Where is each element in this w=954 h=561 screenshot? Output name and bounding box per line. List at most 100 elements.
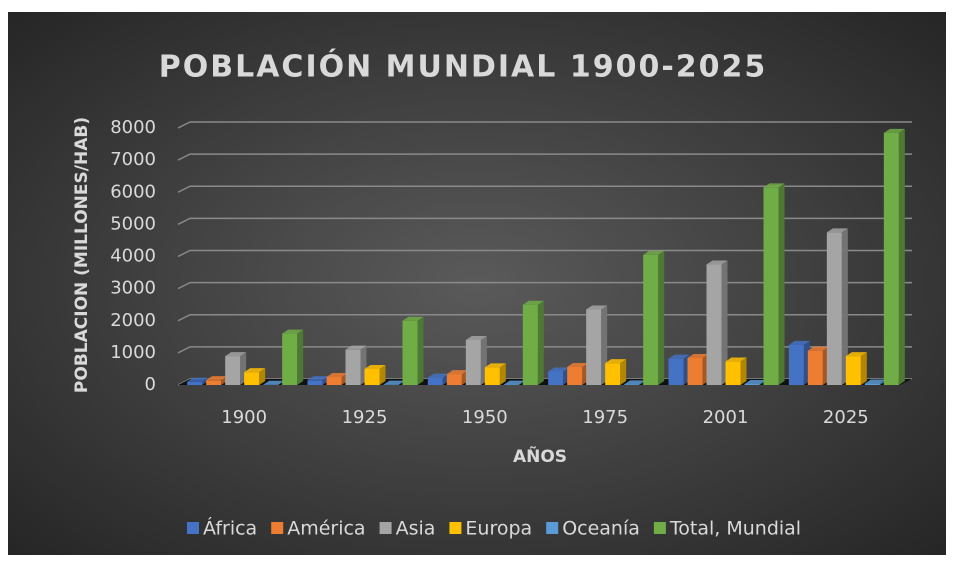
bar — [725, 361, 741, 385]
bar-top — [465, 336, 487, 341]
bar-top — [326, 372, 348, 377]
bar-top — [567, 363, 589, 368]
y-tick-label: 2000 — [110, 310, 156, 331]
x-tick-label: 1900 — [221, 407, 267, 428]
bar-top — [864, 379, 886, 384]
bar — [567, 367, 583, 385]
grid-line — [177, 121, 912, 129]
bar-top — [725, 357, 747, 362]
bar-top — [187, 377, 209, 382]
x-tick-label: 2001 — [703, 407, 749, 428]
bar-side — [658, 250, 665, 385]
legend-swatch — [379, 522, 392, 534]
bar-side — [537, 300, 544, 385]
bar-side — [499, 363, 506, 385]
bar-top — [225, 352, 247, 357]
bar — [225, 356, 241, 385]
bar — [883, 132, 899, 385]
grid-line — [177, 153, 912, 161]
legend-swatch — [653, 522, 666, 534]
bar-side — [297, 329, 304, 385]
bar — [744, 384, 760, 385]
bar-side — [898, 128, 905, 385]
bar-top — [744, 380, 766, 385]
bar — [668, 358, 684, 385]
bar-top — [788, 340, 810, 345]
bar-top — [807, 346, 829, 351]
x-tick-label: 1950 — [462, 407, 508, 428]
bar-top — [282, 329, 304, 334]
y-axis-title: POBLACION (MILLONES/HAB) — [72, 117, 92, 393]
legend-label: Asia — [396, 518, 436, 540]
bar-top — [307, 376, 329, 381]
bar — [605, 363, 621, 385]
bar-top — [883, 128, 905, 133]
bar — [624, 384, 640, 385]
bar — [307, 380, 323, 385]
chart-background — [8, 12, 946, 555]
bar — [402, 320, 418, 385]
bar-top — [548, 367, 570, 372]
legend-label: Oceanía — [562, 518, 640, 540]
bar-side — [202, 377, 209, 385]
bar — [643, 254, 659, 385]
bar — [807, 350, 823, 385]
bar — [244, 372, 260, 385]
bar-top — [586, 305, 608, 310]
y-tick-label: 4000 — [110, 246, 156, 267]
bar — [446, 374, 462, 385]
grid-line — [177, 281, 912, 290]
bar — [706, 264, 722, 385]
x-tick-label: 1925 — [342, 407, 388, 428]
y-tick-label: 7000 — [110, 149, 156, 170]
bar-top — [503, 380, 525, 385]
legend-swatch — [187, 522, 199, 534]
bar — [364, 368, 380, 385]
bar-top — [244, 368, 266, 373]
y-tick-label: 3000 — [110, 278, 156, 299]
bar-top — [605, 359, 627, 364]
bar — [326, 376, 342, 385]
y-tick-label: 8000 — [110, 117, 156, 138]
bar-top — [845, 352, 867, 357]
bar — [586, 309, 602, 385]
bar — [864, 383, 880, 385]
bar-top — [484, 363, 506, 368]
bar-top — [427, 373, 449, 378]
x-tick-label: 2025 — [823, 407, 869, 428]
bar-side — [778, 183, 785, 385]
y-tick-label: 0 — [145, 374, 156, 395]
bar-side — [841, 228, 848, 385]
bar — [548, 371, 564, 385]
legend-swatch — [271, 522, 284, 534]
bar — [687, 358, 703, 385]
bar — [427, 377, 443, 385]
legend-label: América — [287, 518, 365, 540]
bar-top — [206, 376, 228, 381]
y-tick-label: 5000 — [110, 213, 156, 234]
legend: África América Asia Europa Oceanía Total, Mun… — [187, 517, 801, 540]
bar — [282, 333, 298, 385]
bar-side — [379, 364, 386, 385]
bar-top — [826, 228, 848, 233]
chart-title: POBLACIÓN MUNDIAL 1900-2025 — [159, 48, 768, 85]
x-tick-label: 1975 — [582, 407, 628, 428]
bar — [206, 380, 222, 385]
bar-top — [364, 364, 386, 369]
bar-side — [740, 357, 747, 385]
bar-side — [860, 352, 867, 385]
bar — [465, 340, 481, 385]
bar-top — [345, 345, 367, 350]
bar — [187, 381, 203, 385]
x-axis-title: AÑOS — [513, 444, 567, 467]
legend-swatch — [449, 522, 462, 534]
grid-line — [177, 217, 912, 226]
legend-swatch — [546, 522, 559, 534]
y-tick-label: 6000 — [110, 181, 156, 202]
bar — [522, 304, 538, 385]
legend-label: Total, Mundial — [669, 518, 801, 540]
bar-top — [706, 260, 728, 265]
bar — [763, 187, 779, 385]
bar-top — [643, 250, 665, 255]
